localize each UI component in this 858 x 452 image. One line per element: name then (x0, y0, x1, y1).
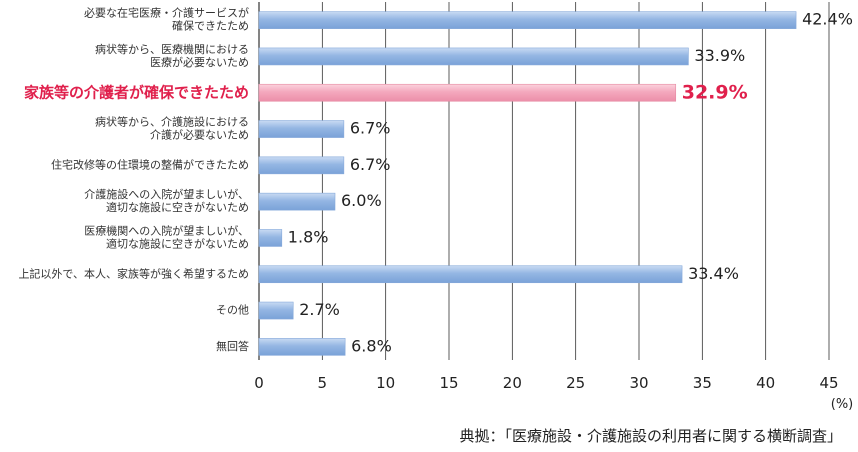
x-axis-ticks: 0 5 10 15 20 25 30 35 40 45 (254, 374, 838, 392)
x-tick-label: 5 (318, 374, 328, 392)
bar (258, 229, 283, 247)
value-labels: 42.4% 33.9% 32.9% 6.7% 6.7% 6.0% 1.8% 33.4% 2.7%… (288, 10, 853, 356)
value-label: 33.4% (688, 264, 739, 283)
bars (258, 11, 797, 356)
value-label: 6.0% (341, 191, 382, 210)
category-label: 介護が必要ないため (150, 128, 249, 142)
source-note: 典拠：「医療施設・介護施設の利用者に関する横断調査」 (459, 427, 842, 445)
bar (258, 192, 336, 211)
category-label: 医療機関への入院が望ましいが、 (84, 223, 249, 237)
value-label: 1.8% (288, 227, 329, 246)
category-label: 必要な在宅医療・介護サービスが (84, 6, 249, 20)
category-label: 確保できたため (172, 19, 249, 33)
category-label: 家族等の介護者が確保できたため (24, 83, 249, 101)
category-labels: 必要な在宅医療・介護サービスが確保できたため病状等から、医療機関における医療が必… (18, 6, 249, 353)
value-label: 6.7% (350, 119, 391, 138)
bar (258, 338, 346, 356)
bar (258, 47, 689, 66)
value-label: 6.7% (350, 155, 391, 174)
category-label: 病状等から、医療機関における (95, 42, 249, 56)
value-label: 2.7% (299, 300, 340, 319)
x-tick-label: 20 (503, 374, 522, 392)
x-tick-label: 15 (439, 374, 458, 392)
value-label: 32.9% (682, 81, 748, 103)
x-tick-label: 45 (819, 374, 838, 392)
x-tick-label: 10 (376, 374, 395, 392)
x-tick-label: 0 (254, 374, 264, 392)
bar (258, 156, 345, 175)
bar (258, 120, 345, 138)
category-label: その他 (216, 304, 249, 317)
category-label: 病状等から、介護施設における (95, 115, 249, 129)
value-label: 6.8% (351, 336, 392, 355)
category-label: 無回答 (216, 339, 249, 353)
bar (258, 11, 797, 29)
x-tick-label: 30 (629, 374, 648, 392)
bar (258, 265, 683, 284)
category-label: 適切な施設に空きがないため (106, 236, 249, 250)
value-label: 42.4% (802, 10, 853, 29)
value-label: 33.9% (694, 46, 745, 65)
x-tick-label: 25 (566, 374, 585, 392)
bar (258, 83, 677, 102)
category-label: 介護施設への入院が望ましいが、 (84, 187, 249, 201)
x-tick-label: 35 (693, 374, 712, 392)
category-label: 上記以外で、本人、家族等が強く希望するため (18, 266, 249, 280)
x-axis-unit: (%) (831, 397, 854, 412)
x-tick-label: 40 (756, 374, 775, 392)
bar (258, 301, 294, 320)
category-label: 医療が必要ないため (150, 55, 249, 69)
category-label: 住宅改修等の住環境の整備ができたため (51, 157, 249, 171)
category-label: 適切な施設に空きがないため (106, 200, 249, 214)
